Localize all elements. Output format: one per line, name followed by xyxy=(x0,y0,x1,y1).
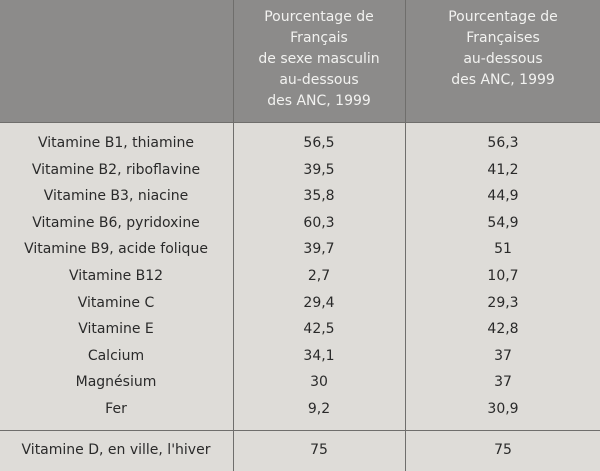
cell: 2,7 xyxy=(307,268,331,284)
cell: 34,1 xyxy=(303,347,335,364)
cell: 35,8 xyxy=(303,188,335,205)
column-header: de sexe masculin xyxy=(258,51,380,67)
cell: 29,3 xyxy=(487,294,519,311)
cell: 37 xyxy=(494,347,512,364)
row-label: Calcium xyxy=(87,347,145,364)
cell: 56,5 xyxy=(303,135,335,151)
column-header: Pourcentage de xyxy=(448,9,558,25)
column-header: des ANC, 1999 xyxy=(451,72,555,88)
cell: 51 xyxy=(494,241,512,258)
column-header: Françaises xyxy=(466,30,540,46)
cell: 54,9 xyxy=(487,214,519,231)
column-header: au-dessous xyxy=(279,72,359,88)
cell: 10,7 xyxy=(487,268,519,284)
column-header: des ANC, 1999 xyxy=(267,93,371,109)
cell: 39,7 xyxy=(303,241,335,258)
row-label: Vitamine D, en ville, l'hiver xyxy=(21,442,211,458)
column-header: Pourcentage de xyxy=(264,9,374,25)
cell: 42,8 xyxy=(487,321,519,338)
row-label: Vitamine E xyxy=(78,321,154,338)
cell: 37 xyxy=(494,374,512,391)
header-band xyxy=(0,0,600,122)
cell: 29,4 xyxy=(303,294,335,311)
column-divider xyxy=(405,0,406,471)
row-label: Fer xyxy=(105,401,127,417)
cell: 30 xyxy=(310,374,328,391)
header-divider xyxy=(0,122,600,123)
row-label: Vitamine B1, thiamine xyxy=(38,135,194,151)
row-label: Vitamine B12 xyxy=(68,268,164,284)
row-label: Vitamine B6, pyridoxine xyxy=(32,214,200,231)
column-header: au-dessous xyxy=(463,51,543,67)
row-divider xyxy=(0,430,600,431)
cell: 56,3 xyxy=(487,135,519,151)
cell: 42,5 xyxy=(303,321,335,338)
column-header: Français xyxy=(290,30,348,46)
row-label: Vitamine C xyxy=(77,294,155,311)
cell: 75 xyxy=(494,442,512,458)
cell: 41,2 xyxy=(487,161,519,178)
cell: 44,9 xyxy=(487,188,519,205)
cell: 39,5 xyxy=(303,161,335,178)
cell: 30,9 xyxy=(487,401,519,417)
row-label: Magnésium xyxy=(75,374,157,391)
row-label: Vitamine B9, acide folique xyxy=(24,241,208,258)
column-divider xyxy=(233,0,234,471)
row-label: Vitamine B2, riboflavine xyxy=(31,161,201,178)
cell: 75 xyxy=(310,442,328,458)
row-label: Vitamine B3, niacine xyxy=(43,188,189,205)
cell: 9,2 xyxy=(307,401,331,417)
cell: 60,3 xyxy=(303,214,335,231)
